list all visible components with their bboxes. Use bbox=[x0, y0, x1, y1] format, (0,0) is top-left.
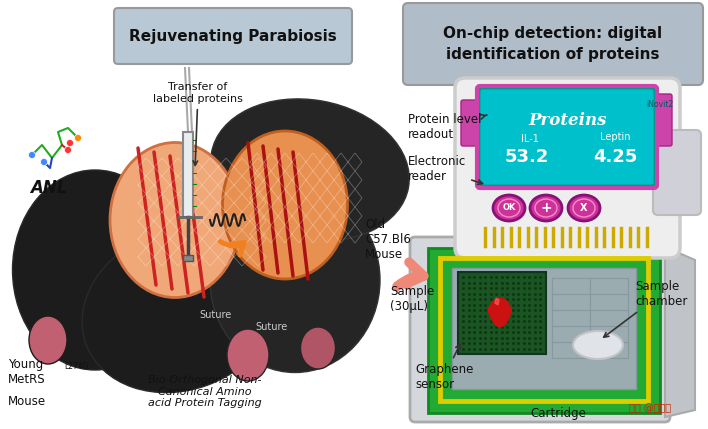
FancyBboxPatch shape bbox=[653, 130, 701, 215]
Text: Graphene
sensor: Graphene sensor bbox=[415, 344, 474, 391]
Text: Sample
chamber: Sample chamber bbox=[604, 280, 687, 337]
Ellipse shape bbox=[530, 195, 562, 221]
Text: Cartridge: Cartridge bbox=[530, 407, 586, 420]
Ellipse shape bbox=[210, 187, 380, 372]
FancyBboxPatch shape bbox=[410, 237, 670, 422]
FancyArrowPatch shape bbox=[397, 262, 423, 286]
Text: Proteins: Proteins bbox=[529, 112, 607, 129]
Ellipse shape bbox=[573, 331, 623, 359]
Ellipse shape bbox=[211, 99, 409, 241]
Ellipse shape bbox=[568, 195, 600, 221]
Text: Leptin: Leptin bbox=[600, 132, 630, 142]
Circle shape bbox=[40, 158, 47, 166]
FancyBboxPatch shape bbox=[461, 100, 483, 146]
FancyBboxPatch shape bbox=[646, 94, 672, 146]
Text: Suture: Suture bbox=[199, 310, 231, 320]
FancyArrowPatch shape bbox=[220, 242, 244, 255]
Polygon shape bbox=[665, 247, 695, 417]
Text: 53.2: 53.2 bbox=[505, 148, 549, 166]
Bar bbox=[440, 258, 648, 401]
FancyBboxPatch shape bbox=[403, 3, 703, 85]
FancyBboxPatch shape bbox=[114, 8, 352, 64]
Circle shape bbox=[74, 135, 81, 142]
Text: Old
C57.Bl6
Mouse: Old C57.Bl6 Mouse bbox=[365, 218, 411, 261]
Circle shape bbox=[28, 151, 35, 158]
Circle shape bbox=[64, 146, 72, 154]
Polygon shape bbox=[489, 298, 511, 327]
Text: Bio-Orthogonal Non-
Canonical Amino
acid Protein Tagging: Bio-Orthogonal Non- Canonical Amino acid… bbox=[148, 375, 262, 408]
Text: Mouse: Mouse bbox=[8, 395, 46, 408]
Bar bbox=[480, 228, 665, 246]
Text: Transfer of
labeled proteins: Transfer of labeled proteins bbox=[153, 82, 243, 165]
Text: Suture: Suture bbox=[256, 322, 288, 332]
Text: 头条 @新晚报: 头条 @新晚报 bbox=[629, 403, 671, 413]
Text: Young
MetRS: Young MetRS bbox=[8, 358, 45, 386]
Bar bbox=[183, 255, 193, 261]
Text: X: X bbox=[581, 203, 588, 213]
Text: ANL: ANL bbox=[30, 179, 67, 197]
Text: Protein level
readout: Protein level readout bbox=[408, 113, 487, 141]
Bar bbox=[458, 272, 546, 354]
Text: L274G: L274G bbox=[64, 362, 88, 371]
Ellipse shape bbox=[13, 170, 178, 370]
Text: iNovit2: iNovit2 bbox=[646, 100, 673, 109]
Ellipse shape bbox=[222, 131, 348, 279]
Text: On-chip detection: digital
identification of proteins: On-chip detection: digital identificatio… bbox=[443, 26, 663, 62]
Text: IL-1: IL-1 bbox=[521, 134, 539, 144]
Text: +: + bbox=[540, 201, 552, 215]
Bar bbox=[452, 268, 636, 389]
Text: OK: OK bbox=[502, 203, 515, 212]
FancyBboxPatch shape bbox=[479, 88, 655, 186]
Ellipse shape bbox=[82, 227, 278, 393]
Bar bbox=[428, 248, 660, 413]
Ellipse shape bbox=[300, 327, 336, 369]
Circle shape bbox=[67, 139, 74, 146]
Polygon shape bbox=[495, 298, 499, 305]
FancyBboxPatch shape bbox=[455, 78, 680, 258]
Ellipse shape bbox=[227, 329, 269, 381]
Text: Electronic
reader: Electronic reader bbox=[408, 155, 483, 184]
Text: Rejuvenating Parabiosis: Rejuvenating Parabiosis bbox=[129, 28, 337, 43]
Ellipse shape bbox=[110, 142, 240, 297]
Ellipse shape bbox=[493, 195, 525, 221]
Ellipse shape bbox=[29, 316, 67, 364]
Bar bbox=[183, 132, 193, 217]
Text: 4.25: 4.25 bbox=[593, 148, 637, 166]
Text: Sample
(30μL): Sample (30μL) bbox=[390, 285, 434, 313]
